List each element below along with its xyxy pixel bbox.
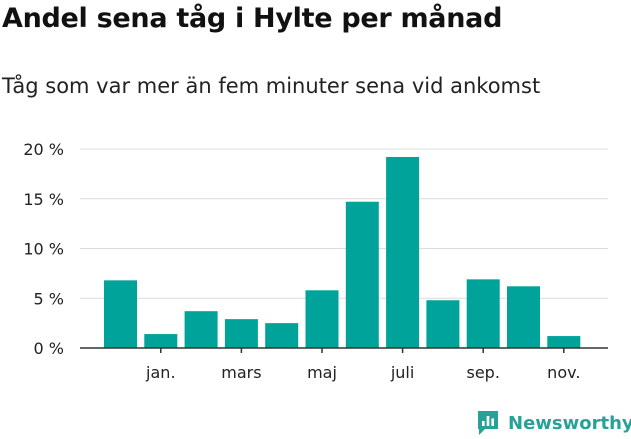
x-tick-label: mars: [221, 363, 261, 382]
chart-subtitle: Tåg som var mer än fem minuter sena vid …: [2, 74, 541, 98]
x-tick-label: jan.: [145, 363, 175, 382]
newsworthy-chart-icon: [478, 411, 498, 435]
bar: [547, 336, 581, 348]
bar: [345, 201, 379, 348]
bar: [184, 311, 218, 348]
bar: [144, 334, 178, 348]
bar: [305, 290, 339, 348]
newsworthy-logo: Newsworthy: [476, 408, 631, 438]
bar: [466, 279, 500, 348]
x-tick-label: juli: [390, 363, 414, 382]
y-tick-label: 15 %: [23, 190, 64, 209]
bar: [265, 323, 299, 348]
x-tick-label: maj: [307, 363, 337, 382]
bar: [507, 286, 540, 348]
bar: [426, 300, 460, 348]
bar: [386, 156, 420, 348]
chart-title: Andel sena tåg i Hylte per månad: [2, 3, 503, 34]
bar: [104, 280, 137, 348]
gridlines: [80, 148, 608, 299]
y-tick-label: 20 %: [23, 140, 64, 159]
bars: [104, 156, 581, 348]
y-tick-label: 10 %: [23, 240, 64, 259]
bar: [224, 319, 258, 348]
x-axis: jan. mars maj juli sep. nov.: [80, 347, 608, 382]
y-axis-tick-labels: 0 % 5 % 10 % 15 % 20 %: [23, 140, 64, 358]
x-tick-label: sep.: [466, 363, 499, 382]
brand-name: Newsworthy: [508, 412, 631, 434]
x-tick-label: nov.: [547, 363, 580, 382]
y-tick-label: 5 %: [34, 289, 64, 308]
y-tick-label: 0 %: [34, 339, 64, 358]
